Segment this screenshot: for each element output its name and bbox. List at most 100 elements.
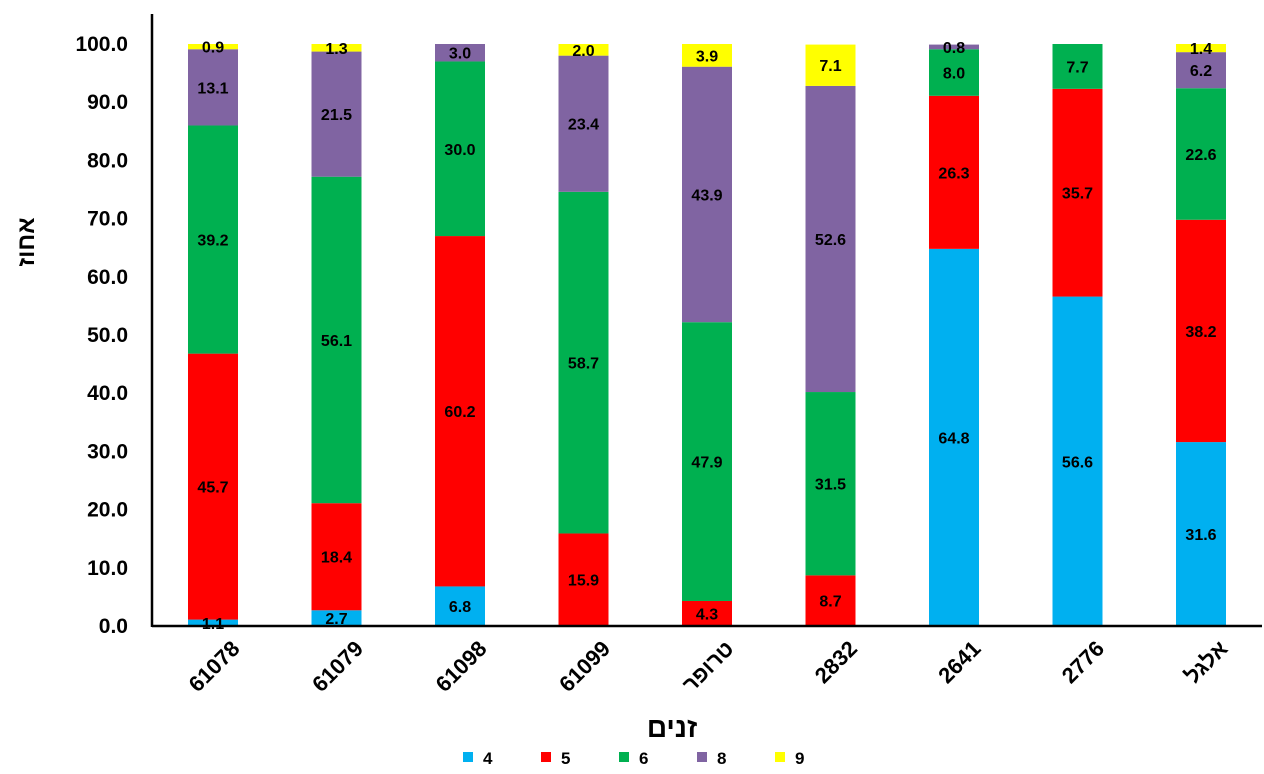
data-label: 3.0 bbox=[449, 46, 471, 63]
bar-segment-8 bbox=[805, 85, 856, 393]
y-tick-label: 30.0 bbox=[87, 440, 128, 463]
legend-label: 4 bbox=[483, 749, 493, 768]
bar-segment-6 bbox=[188, 125, 238, 354]
x-tick-label: 2776 bbox=[1057, 636, 1109, 688]
bar-segment-6 bbox=[311, 176, 362, 504]
bar-segment-5 bbox=[1052, 88, 1103, 297]
data-label: 8.7 bbox=[819, 594, 841, 611]
bar-segment-8 bbox=[682, 66, 732, 323]
data-label: 38.2 bbox=[1185, 324, 1216, 341]
bar-segment-8 bbox=[188, 49, 238, 126]
data-label: 2.0 bbox=[572, 43, 594, 60]
data-label: 1.3 bbox=[325, 41, 347, 58]
x-axis-title: זנים bbox=[647, 712, 697, 743]
x-tick-label: טרופר bbox=[677, 636, 738, 697]
bar-segment-5 bbox=[682, 600, 732, 626]
data-label: 45.7 bbox=[197, 480, 228, 497]
data-labels: 1.1 45.7 39.2 13.1 0.9 2.7 18.4 56.1 21.5 1.3 6.8 6… bbox=[197, 40, 1216, 633]
bar-segment-9 bbox=[188, 44, 238, 50]
data-label: 47.9 bbox=[691, 455, 722, 472]
bar-segment-8 bbox=[1176, 52, 1226, 89]
bar-segment-6 bbox=[1052, 44, 1103, 89]
data-label: 64.8 bbox=[938, 430, 969, 447]
bar-segment-4 bbox=[1052, 296, 1103, 626]
data-label: 56.6 bbox=[1062, 454, 1093, 471]
x-tick-label: 61099 bbox=[554, 636, 615, 697]
legend-swatch-9 bbox=[775, 752, 785, 762]
data-label: 2.7 bbox=[325, 611, 347, 628]
bar-segment-5 bbox=[1176, 219, 1226, 443]
bar-segment-6 bbox=[929, 49, 979, 96]
y-tick-label: 0.0 bbox=[99, 615, 128, 638]
y-tick-label: 40.0 bbox=[87, 382, 128, 405]
data-label: 0.9 bbox=[202, 40, 224, 57]
bar-segment-6 bbox=[435, 61, 485, 237]
data-label: 8.0 bbox=[943, 66, 965, 83]
y-tick-label: 90.0 bbox=[87, 91, 128, 114]
data-label: 21.5 bbox=[321, 107, 352, 124]
legend-swatch-5 bbox=[541, 752, 551, 762]
data-label: 60.2 bbox=[444, 404, 475, 421]
data-label: 22.6 bbox=[1185, 147, 1216, 164]
legend-swatch-6 bbox=[619, 752, 629, 762]
legend-label: 6 bbox=[639, 749, 648, 768]
y-tick-label: 50.0 bbox=[87, 324, 128, 347]
bar-segment-4 bbox=[1176, 442, 1226, 626]
data-label: 1.1 bbox=[202, 616, 224, 633]
data-label: 3.9 bbox=[696, 48, 718, 65]
data-label: 13.1 bbox=[197, 80, 228, 97]
x-tick-label: אלגל bbox=[1180, 636, 1233, 689]
data-label: 30.0 bbox=[444, 142, 475, 159]
bar-segment-8 bbox=[311, 51, 362, 177]
y-tick-label: 60.0 bbox=[87, 266, 128, 289]
bar-segment-4 bbox=[311, 610, 362, 626]
data-label: 58.7 bbox=[568, 356, 599, 373]
bar-segment-4 bbox=[188, 619, 238, 626]
data-label: 4.3 bbox=[696, 606, 718, 623]
bar-segment-5 bbox=[558, 533, 609, 626]
bar-segment-4 bbox=[929, 248, 979, 626]
data-label: 6.8 bbox=[449, 599, 471, 616]
data-label: 26.3 bbox=[938, 165, 969, 182]
x-tick-labels: 61078 61079 61098 61099 טרופר 2832 2641 2776 אלג… bbox=[184, 636, 1233, 697]
bar-segment-6 bbox=[682, 322, 732, 601]
data-label: 7.7 bbox=[1066, 59, 1088, 76]
y-axis-title: אחוז bbox=[13, 217, 40, 266]
bar-segment-6 bbox=[805, 392, 856, 576]
x-tick-label: 2832 bbox=[810, 636, 862, 688]
y-tick-label: 20.0 bbox=[87, 499, 128, 522]
data-label: 0.8 bbox=[943, 40, 965, 57]
legend-label: 8 bbox=[717, 749, 726, 768]
bar-segment-5 bbox=[929, 95, 979, 249]
data-label: 31.5 bbox=[815, 477, 846, 494]
bar-segment-9 bbox=[311, 44, 362, 52]
data-label: 15.9 bbox=[568, 573, 599, 590]
y-tick-labels: 0.0 10.0 20.0 30.0 40.0 50.0 60.0 70.0 80.0 90.0 1… bbox=[75, 33, 128, 638]
x-tick-label: 61079 bbox=[307, 636, 368, 697]
data-label: 1.4 bbox=[1190, 41, 1212, 58]
bar-segment-5 bbox=[188, 353, 238, 620]
bar-segment-9 bbox=[682, 44, 732, 67]
bar-segment-9 bbox=[1176, 44, 1226, 53]
bar-segment-5 bbox=[311, 503, 362, 611]
bar-segment-5 bbox=[805, 575, 856, 626]
bar-segment-8 bbox=[929, 44, 979, 50]
data-label: 52.6 bbox=[815, 232, 846, 249]
bars-layer bbox=[188, 44, 1226, 626]
bar-segment-5 bbox=[435, 236, 485, 587]
data-label: 31.6 bbox=[1185, 527, 1216, 544]
x-tick-label: 61078 bbox=[184, 636, 245, 697]
bar-segment-8 bbox=[558, 55, 609, 192]
bar-segment-8 bbox=[435, 44, 485, 62]
bar-segment-9 bbox=[558, 44, 609, 56]
data-label: 56.1 bbox=[321, 333, 352, 350]
bar-segment-6 bbox=[558, 191, 609, 534]
x-tick-label: 61098 bbox=[431, 636, 492, 697]
data-label: 23.4 bbox=[568, 117, 599, 134]
y-tick-label: 10.0 bbox=[87, 557, 128, 580]
legend-swatch-8 bbox=[697, 752, 707, 762]
y-tick-label: 80.0 bbox=[87, 149, 128, 172]
data-label: 6.2 bbox=[1190, 63, 1212, 80]
